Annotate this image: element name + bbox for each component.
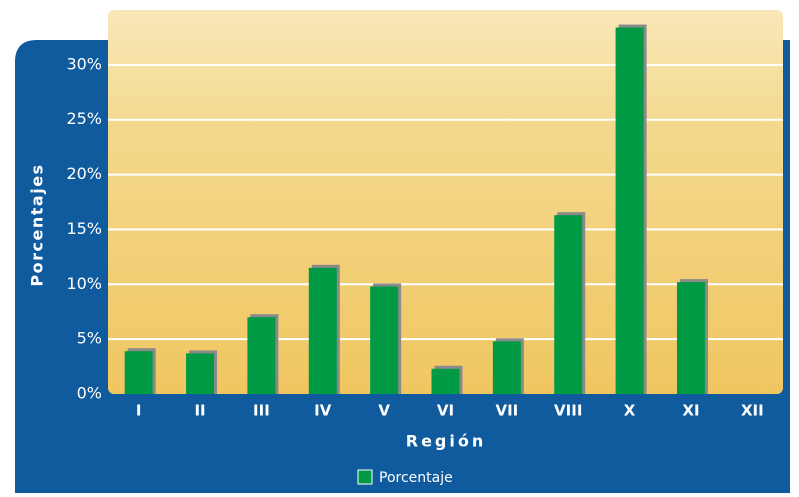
- legend-label: Porcentaje: [379, 470, 453, 486]
- bar: [186, 353, 215, 394]
- y-axis-label: Porcentajes: [28, 163, 47, 286]
- plot-area: [108, 10, 783, 394]
- legend-swatch: [357, 469, 373, 485]
- y-tick-label: 15%: [66, 219, 102, 238]
- x-tick-label: VI: [437, 402, 454, 420]
- bar: [676, 282, 705, 394]
- y-tick-label: 10%: [66, 274, 102, 293]
- x-axis-label: Región: [406, 432, 487, 451]
- bar: [308, 267, 337, 394]
- bar: [492, 341, 521, 394]
- bar: [124, 351, 153, 394]
- x-tick-label: IV: [314, 402, 332, 420]
- x-tick-label: VIII: [554, 402, 582, 420]
- x-tick-label: X: [624, 402, 636, 420]
- x-tick-label: VII: [495, 402, 518, 420]
- bar: [615, 27, 644, 394]
- bar: [554, 215, 583, 394]
- x-tick-label: I: [136, 402, 142, 420]
- x-tick-label: XI: [682, 402, 699, 420]
- x-tick-label: V: [378, 402, 390, 420]
- y-tick-label: 30%: [66, 54, 102, 73]
- bar: [370, 286, 399, 394]
- x-tick-label: II: [194, 402, 205, 420]
- y-tick-label: 25%: [66, 109, 102, 128]
- bar: [431, 368, 460, 394]
- y-tick-label: 0%: [77, 384, 102, 403]
- x-tick-label: III: [253, 402, 270, 420]
- y-tick-label: 5%: [77, 329, 102, 348]
- x-tick-label: XII: [741, 402, 764, 420]
- y-tick-label: 20%: [66, 164, 102, 183]
- bar: [247, 317, 276, 394]
